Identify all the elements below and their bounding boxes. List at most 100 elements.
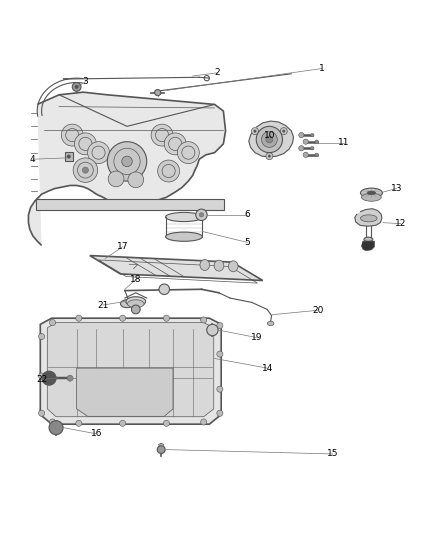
Circle shape [72, 83, 81, 91]
Ellipse shape [127, 300, 144, 308]
Text: 1: 1 [319, 64, 325, 73]
Circle shape [303, 152, 308, 157]
Circle shape [266, 136, 273, 143]
Ellipse shape [361, 193, 381, 201]
Circle shape [299, 146, 304, 151]
Ellipse shape [126, 297, 145, 306]
Circle shape [311, 147, 314, 150]
Circle shape [122, 156, 132, 167]
Ellipse shape [267, 321, 274, 326]
Circle shape [196, 209, 207, 221]
Circle shape [217, 386, 223, 392]
Ellipse shape [120, 300, 134, 308]
Circle shape [266, 152, 273, 159]
Circle shape [67, 375, 73, 381]
Circle shape [155, 90, 161, 96]
Circle shape [75, 85, 78, 88]
Text: 5: 5 [244, 238, 251, 247]
Text: 21: 21 [97, 301, 109, 310]
Circle shape [159, 284, 170, 295]
Text: 10: 10 [264, 131, 275, 140]
Text: 16: 16 [91, 429, 102, 438]
Text: 14: 14 [261, 364, 273, 373]
Ellipse shape [214, 260, 224, 271]
Circle shape [39, 334, 45, 340]
Circle shape [76, 420, 82, 426]
Circle shape [315, 140, 318, 143]
Circle shape [283, 130, 285, 133]
Circle shape [157, 446, 165, 454]
Circle shape [163, 315, 170, 321]
Polygon shape [249, 121, 293, 157]
Circle shape [120, 315, 126, 321]
Circle shape [76, 315, 82, 321]
Circle shape [299, 133, 304, 138]
Circle shape [164, 133, 186, 155]
Circle shape [201, 317, 207, 323]
Circle shape [49, 421, 63, 435]
Ellipse shape [166, 213, 202, 222]
Circle shape [201, 419, 207, 425]
Text: 4: 4 [30, 155, 35, 164]
Ellipse shape [166, 232, 202, 241]
Circle shape [39, 410, 45, 416]
Polygon shape [361, 241, 374, 251]
Circle shape [61, 124, 83, 146]
Circle shape [217, 322, 223, 329]
Circle shape [311, 133, 314, 137]
Text: 15: 15 [327, 449, 339, 458]
Ellipse shape [360, 188, 382, 198]
Ellipse shape [159, 443, 164, 446]
Circle shape [163, 420, 170, 426]
Text: 20: 20 [312, 306, 323, 315]
Circle shape [217, 410, 223, 416]
Circle shape [128, 172, 144, 188]
Polygon shape [47, 322, 214, 417]
Circle shape [49, 419, 56, 425]
Text: 12: 12 [395, 219, 406, 228]
Ellipse shape [367, 191, 376, 195]
Ellipse shape [364, 237, 373, 241]
Circle shape [151, 124, 173, 146]
Text: 6: 6 [244, 211, 251, 219]
Circle shape [39, 373, 45, 379]
Ellipse shape [360, 215, 377, 222]
Circle shape [158, 160, 180, 182]
Text: 17: 17 [117, 243, 128, 251]
Circle shape [261, 132, 277, 147]
Circle shape [74, 133, 96, 155]
Polygon shape [90, 255, 263, 280]
Text: 18: 18 [130, 275, 141, 284]
Circle shape [107, 142, 147, 181]
Circle shape [251, 128, 258, 135]
Circle shape [177, 142, 199, 164]
Circle shape [199, 213, 204, 217]
Circle shape [280, 128, 287, 135]
Circle shape [131, 305, 140, 314]
Ellipse shape [229, 261, 238, 272]
Circle shape [217, 351, 223, 357]
Circle shape [73, 158, 98, 182]
Circle shape [49, 319, 56, 326]
Circle shape [254, 130, 256, 133]
Text: 3: 3 [82, 77, 88, 86]
Circle shape [268, 155, 271, 157]
Text: 19: 19 [251, 333, 262, 342]
Circle shape [207, 324, 218, 336]
Circle shape [42, 371, 56, 385]
Text: 11: 11 [338, 139, 350, 148]
Circle shape [108, 171, 124, 187]
Circle shape [120, 420, 126, 426]
Text: 22: 22 [36, 375, 47, 384]
FancyBboxPatch shape [36, 199, 224, 211]
Circle shape [88, 142, 110, 164]
Text: 13: 13 [391, 184, 402, 193]
Circle shape [82, 167, 88, 173]
Circle shape [67, 155, 71, 158]
Ellipse shape [200, 260, 209, 270]
Circle shape [256, 126, 283, 152]
Circle shape [303, 139, 308, 144]
Polygon shape [77, 368, 173, 416]
Circle shape [315, 153, 318, 157]
Text: 2: 2 [214, 68, 219, 77]
